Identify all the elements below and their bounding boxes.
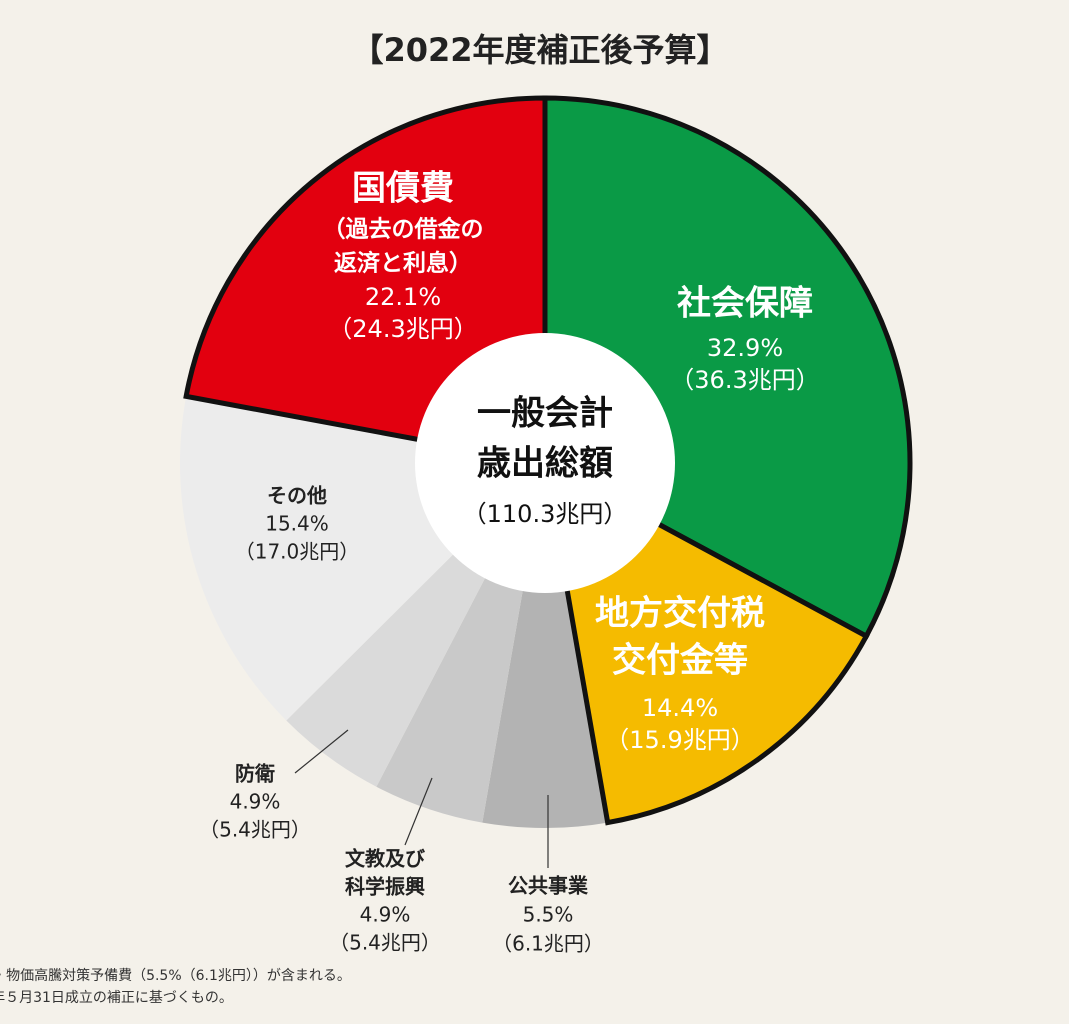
- category-label: （過去の借金の: [323, 216, 484, 243]
- category-label: 返済と利息）: [334, 250, 472, 277]
- leader-line: [404, 777, 433, 846]
- amount-label: （36.3兆円）: [670, 366, 819, 394]
- value-label: 22.1%: [365, 283, 441, 311]
- value-label: 4.9%: [360, 903, 411, 927]
- amount-label: （5.4兆円）: [329, 931, 441, 955]
- center-total: （110.3兆円）: [463, 500, 628, 528]
- category-label: 科学振興: [345, 875, 425, 899]
- value-label: 4.9%: [230, 790, 281, 814]
- category-label: その他: [267, 484, 327, 508]
- donut-hole: [415, 333, 675, 593]
- center-label: 一般会計: [477, 394, 613, 434]
- amount-label: （6.1兆円）: [492, 932, 604, 956]
- note: （注１）「その他」には、新型コロナ及び原油価格・物価高騰対策予備費（5.5%（6…: [0, 967, 351, 984]
- amount-label: （17.0兆円）: [235, 540, 360, 564]
- amount-label: （5.4兆円）: [199, 818, 311, 842]
- slice: [482, 463, 608, 829]
- category-label: 文教及び: [345, 847, 426, 871]
- category-label: 交付金等: [612, 641, 748, 681]
- center-label: 歳出総額: [477, 444, 613, 484]
- category-label: 国債費: [352, 169, 454, 209]
- value-label: 14.4%: [642, 694, 718, 722]
- chart-title: 【2022年度補正後予算】: [351, 31, 728, 69]
- value-label: 15.4%: [265, 512, 329, 536]
- category-label: 公共事業: [508, 874, 589, 898]
- note: （注２）補正後予算は、令和４年５月31日成立の補正に基づくもの。: [0, 989, 233, 1006]
- amount-label: （24.3兆円）: [328, 315, 477, 343]
- leader-line: [294, 729, 349, 774]
- value-label: 32.9%: [707, 334, 783, 362]
- amount-label: （15.9兆円）: [605, 726, 754, 754]
- category-label: 地方交付税: [595, 594, 765, 634]
- category-label: 防衛: [235, 762, 275, 786]
- value-label: 5.5%: [523, 903, 574, 927]
- category-label: 社会保障: [677, 284, 813, 324]
